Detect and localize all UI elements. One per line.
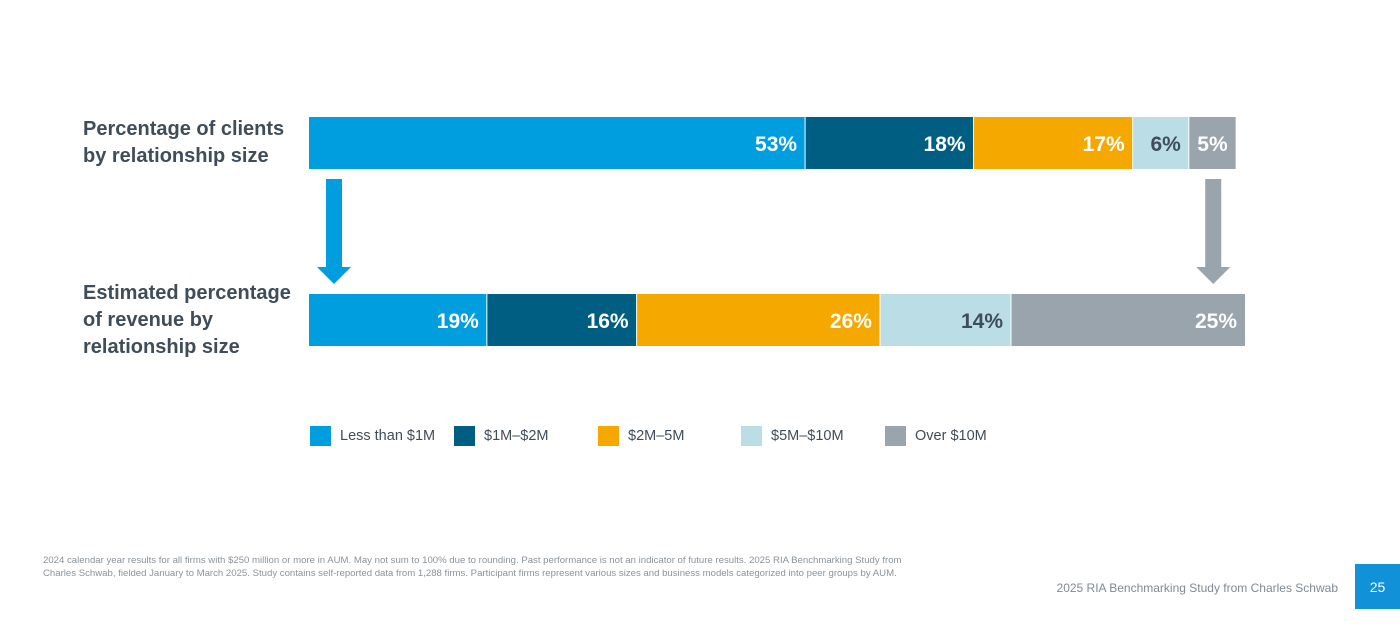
legend-label: Less than $1M: [340, 427, 436, 444]
data-label-r1-s4: 6%: [1150, 133, 1181, 156]
legend-label: $2M–5M: [628, 427, 685, 444]
bar-segment-r1-s3: [973, 117, 1133, 169]
arrow-down-icon-left: [317, 179, 351, 284]
legend-item: Over $10M: [885, 425, 987, 446]
legend-item: $2M–5M: [598, 425, 684, 446]
data-label-r2-s3: 26%: [830, 310, 872, 333]
bar-segment-r1-s2: [805, 117, 974, 169]
legend-item: $1M–$2M: [454, 425, 548, 446]
row-label-revenue: Estimated percentage of revenue by relat…: [83, 282, 291, 358]
legend-item: Less than $1M: [310, 425, 435, 446]
bar-segment-r2-s4: [879, 294, 1011, 346]
bar-segment-r1-s5: [1188, 117, 1236, 169]
arrow-down-icon-right: [1196, 179, 1231, 284]
stacked-bar-chart: 53% 18% 17% 6% 5% 19% 16% 26% 14% 25%: [309, 117, 1245, 346]
data-label-r1-s1: 53%: [755, 133, 797, 156]
legend-swatch: [310, 425, 331, 446]
source-text: 2025 RIA Benchmarking Study from Charles…: [1056, 581, 1338, 595]
legend-swatch: [454, 425, 475, 446]
legend-label: $1M–$2M: [484, 427, 549, 444]
bar-segment-r1-s1: [309, 117, 806, 169]
legend-swatch: [741, 425, 762, 446]
legend-swatch: [598, 425, 619, 446]
data-label-r1-s5: 5%: [1197, 133, 1228, 156]
legend-label: $5M–$10M: [771, 427, 844, 444]
data-label-r1-s3: 17%: [1083, 133, 1125, 156]
bar-segment-r1-s4: [1132, 117, 1189, 169]
row-label-clients: Percentage of clients by relationship si…: [83, 118, 285, 167]
data-label-r2-s2: 16%: [587, 310, 629, 333]
bar-segment-r2-s5: [1011, 294, 1245, 346]
footnote: 2024 calendar year results for all firms…: [43, 555, 902, 579]
bar-segment-r2-s2: [486, 294, 637, 346]
page-number: 25: [1355, 564, 1400, 609]
bar-segment-r2-s3: [636, 294, 880, 346]
bar-segment-r2-s1: [309, 294, 487, 346]
data-label-r2-s5: 25%: [1195, 310, 1237, 333]
legend-label: Over $10M: [915, 427, 987, 444]
data-label-r1-s2: 18%: [924, 133, 966, 156]
data-label-r2-s4: 14%: [961, 310, 1003, 333]
legend-item: $5M–$10M: [741, 425, 844, 446]
legend-swatch: [885, 425, 906, 446]
data-label-r2-s1: 19%: [437, 310, 479, 333]
